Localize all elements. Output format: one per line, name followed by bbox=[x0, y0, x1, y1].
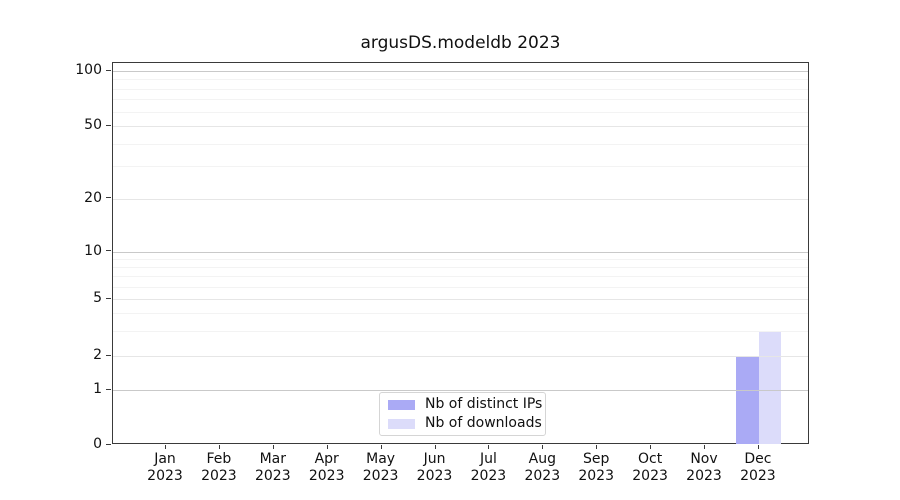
gridline-2 bbox=[113, 356, 808, 357]
y-tick-label: 20 bbox=[84, 189, 102, 206]
minor-gridline bbox=[113, 331, 808, 333]
x-tick-label: Mar 2023 bbox=[254, 451, 291, 484]
x-tick-label: Apr 2023 bbox=[308, 451, 345, 484]
minor-gridline bbox=[113, 88, 808, 90]
x-tick-mark bbox=[757, 445, 759, 449]
x-tick-mark bbox=[380, 445, 382, 449]
y-tick-label: 1 bbox=[93, 381, 102, 397]
x-tick-mark bbox=[326, 445, 328, 449]
minor-gridline bbox=[113, 99, 808, 101]
legend: Nb of distinct IPs Nb of downloads bbox=[379, 392, 546, 436]
y-tick-mark bbox=[106, 69, 111, 71]
x-tick-label: Oct 2023 bbox=[632, 451, 668, 484]
gridline-5 bbox=[113, 299, 808, 300]
x-tick-label: Dec 2023 bbox=[740, 451, 776, 484]
minor-gridline bbox=[113, 276, 808, 278]
legend-item-downloads: Nb of downloads bbox=[388, 416, 542, 431]
chart-title: argusDS.modeldb 2023 bbox=[360, 33, 561, 53]
x-tick-mark bbox=[434, 445, 436, 449]
legend-swatch-distinct-ips-icon bbox=[388, 399, 415, 410]
y-tick-label: 0 bbox=[93, 436, 102, 452]
gridline-100 bbox=[113, 71, 808, 72]
y-tick-label: 2 bbox=[93, 347, 102, 363]
x-tick-label: Jul 2023 bbox=[470, 451, 507, 484]
minor-gridline bbox=[113, 258, 808, 260]
x-tick-mark bbox=[596, 445, 598, 449]
y-tick-mark bbox=[106, 297, 111, 299]
gridline-50 bbox=[113, 126, 808, 127]
plot-area bbox=[112, 62, 809, 444]
minor-gridline bbox=[113, 286, 808, 288]
x-tick-label: May 2023 bbox=[362, 451, 399, 484]
legend-swatch-downloads-icon bbox=[388, 418, 415, 429]
gridline-10 bbox=[113, 251, 808, 253]
bar-nb-of-distinct-ips bbox=[736, 356, 759, 444]
x-tick-mark bbox=[650, 445, 652, 449]
x-tick-label: Aug 2023 bbox=[524, 451, 561, 484]
gridline-1 bbox=[113, 390, 808, 391]
legend-label-downloads: Nb of downloads bbox=[425, 415, 542, 431]
y-tick-label: 10 bbox=[84, 242, 102, 259]
x-tick-mark bbox=[272, 445, 274, 449]
x-tick-mark bbox=[704, 445, 705, 449]
y-tick-mark bbox=[106, 443, 111, 445]
x-tick-mark bbox=[165, 445, 166, 449]
y-tick-mark bbox=[106, 354, 111, 356]
minor-gridline bbox=[113, 313, 808, 315]
minor-gridline bbox=[113, 111, 808, 113]
x-tick-mark bbox=[542, 445, 544, 449]
x-tick-label: Jan 2023 bbox=[147, 451, 183, 484]
y-tick-mark bbox=[106, 250, 111, 251]
x-tick-label: Feb 2023 bbox=[201, 451, 237, 484]
y-tick-mark bbox=[106, 388, 111, 390]
minor-gridline bbox=[113, 166, 808, 168]
x-tick-mark bbox=[488, 445, 490, 449]
x-tick-mark bbox=[218, 445, 220, 449]
x-tick-label: Jun 2023 bbox=[416, 451, 453, 484]
gridline-20 bbox=[113, 198, 808, 200]
minor-gridline bbox=[113, 143, 808, 145]
bar-nb-of-downloads bbox=[758, 331, 782, 444]
y-tick-mark bbox=[106, 124, 111, 126]
y-tick-label: 5 bbox=[93, 290, 102, 306]
legend-label-distinct-ips: Nb of distinct IPs bbox=[425, 396, 543, 412]
x-tick-label: Sep 2023 bbox=[578, 451, 614, 484]
x-tick-label: Nov 2023 bbox=[686, 451, 722, 484]
minor-gridline bbox=[113, 266, 808, 268]
minor-gridline bbox=[113, 79, 808, 81]
y-tick-label: 100 bbox=[75, 62, 102, 78]
y-tick-mark bbox=[106, 197, 111, 198]
legend-item-distinct-ips: Nb of distinct IPs bbox=[388, 397, 542, 412]
y-tick-label: 50 bbox=[84, 117, 102, 133]
